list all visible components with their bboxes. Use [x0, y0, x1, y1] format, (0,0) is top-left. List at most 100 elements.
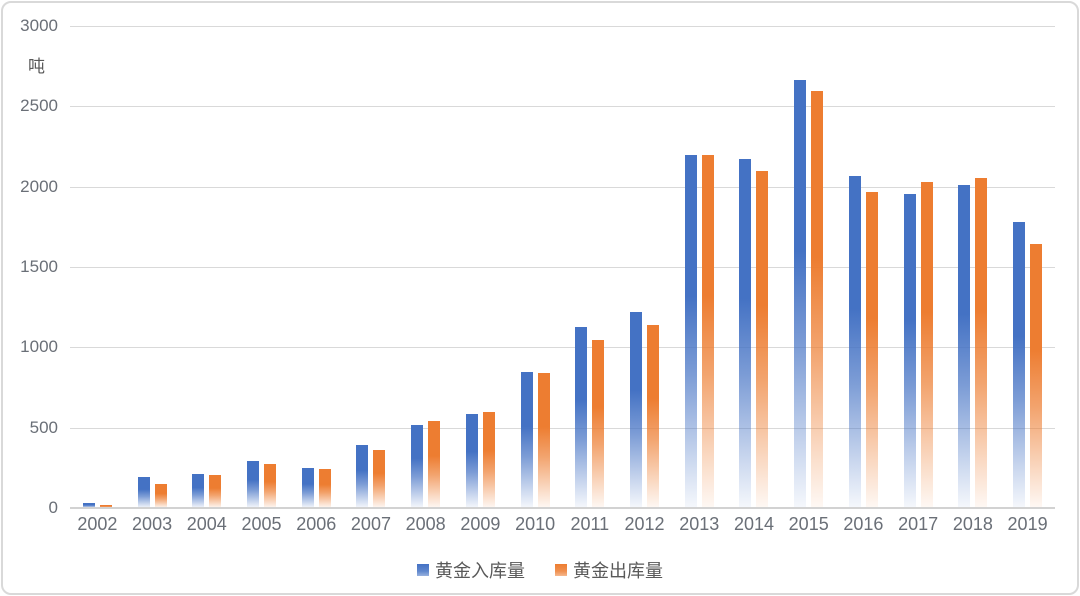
bar-黄金出库量-2002 — [99, 505, 112, 508]
bar-group-2015 — [781, 26, 836, 508]
bar-group-2008 — [398, 26, 453, 508]
x-tick-label-2009: 2009 — [460, 514, 501, 534]
y-tick-label-500: 500 — [29, 417, 58, 437]
y-tick-label-3000: 3000 — [20, 16, 58, 35]
y-tick-label-2500: 2500 — [20, 96, 58, 116]
bar-黄金出库量-2003 — [154, 483, 167, 508]
bar-黄金出库量-2012 — [647, 324, 660, 508]
x-tick-label-2008: 2008 — [405, 514, 446, 534]
bar-group-2019 — [1000, 26, 1055, 508]
bar-黄金出库量-2015 — [811, 90, 824, 508]
bar-黄金入库量-2014 — [739, 159, 752, 508]
bar-黄金入库量-2004 — [192, 474, 205, 508]
bar-group-2004 — [179, 26, 234, 508]
x-tick-label-2016: 2016 — [843, 514, 884, 534]
bar-黄金入库量-2019 — [1013, 222, 1026, 508]
y-tick-label-2000: 2000 — [20, 176, 58, 196]
legend-swatch-icon — [417, 564, 429, 576]
bar-group-2005 — [234, 26, 289, 508]
legend-item-黄金入库量: 黄金入库量 — [417, 557, 525, 583]
bar-黄金出库量-2016 — [865, 191, 878, 508]
bar-group-2014 — [727, 26, 782, 508]
x-tick-label-2012: 2012 — [624, 514, 665, 534]
x-tick-label-2011: 2011 — [570, 514, 610, 534]
bar-黄金出库量-2013 — [701, 155, 714, 508]
x-axis-line — [70, 507, 1055, 509]
x-tick-label-2006: 2006 — [296, 514, 337, 534]
bar-黄金出库量-2014 — [756, 170, 769, 508]
x-tick-label-2013: 2013 — [679, 514, 720, 534]
y-axis-unit-label: 吨 — [28, 57, 45, 76]
bar-黄金入库量-2003 — [137, 476, 150, 508]
bar-黄金入库量-2016 — [848, 176, 861, 508]
bar-黄金入库量-2010 — [520, 372, 533, 508]
bar-group-2003 — [125, 26, 180, 508]
bar-黄金出库量-2011 — [592, 339, 605, 508]
bar-黄金入库量-2005 — [247, 461, 260, 508]
y-axis-tick-labels: 0 500 1000 1500 2000 2500 3000 — [0, 17, 58, 517]
bar-黄金入库量-2009 — [465, 414, 478, 508]
bar-黄金出库量-2005 — [264, 463, 277, 508]
plot-area — [70, 26, 1055, 509]
x-tick-label-2007: 2007 — [350, 514, 391, 534]
x-tick-label-2002: 2002 — [77, 514, 118, 534]
bar-group-2010 — [508, 26, 563, 508]
y-tick-label-0: 0 — [48, 498, 58, 517]
x-tick-label-2014: 2014 — [733, 514, 774, 534]
gridline-2000 — [70, 186, 1055, 188]
x-tick-label-2010: 2010 — [515, 514, 556, 534]
gridline-1000 — [70, 347, 1055, 349]
x-axis-tick-labels: 2002 2003 2004 2005 2006 2007 2008 2009 2010 2011… — [70, 514, 1055, 535]
gridline-500 — [70, 427, 1055, 429]
bar-黄金入库量-2012 — [630, 312, 643, 508]
bar-黄金入库量-2018 — [958, 185, 971, 508]
y-tick-label-1500: 1500 — [20, 257, 58, 276]
legend: 黄金入库量 黄金出库量 — [0, 557, 1080, 583]
bar-黄金出库量-2009 — [482, 411, 495, 508]
bar-group-2007 — [344, 26, 399, 508]
bar-黄金入库量-2015 — [794, 79, 807, 508]
bar-黄金入库量-2017 — [903, 193, 916, 508]
bar-黄金出库量-2018 — [975, 177, 988, 508]
legend-label: 黄金出库量 — [573, 561, 663, 581]
bar-黄金出库量-2017 — [920, 181, 933, 508]
bar-黄金入库量-2013 — [684, 154, 697, 508]
bar-黄金出库量-2010 — [537, 373, 550, 508]
bar-group-2002 — [70, 26, 125, 508]
bar-group-2011 — [562, 26, 617, 508]
legend-swatch-icon — [555, 564, 567, 576]
x-tick-label-2017: 2017 — [898, 514, 939, 534]
bar-group-2012 — [617, 26, 672, 508]
bar-黄金入库量-2006 — [301, 467, 314, 508]
bar-黄金出库量-2006 — [318, 469, 331, 508]
x-tick-label-2004: 2004 — [186, 514, 227, 534]
bar-黄金入库量-2008 — [411, 425, 424, 508]
x-tick-label-2018: 2018 — [952, 514, 993, 534]
x-tick-label-2005: 2005 — [241, 514, 282, 534]
gridline-1500 — [70, 267, 1055, 268]
bar-黄金出库量-2019 — [1030, 244, 1043, 508]
gridline-2500 — [70, 106, 1055, 108]
legend-item-黄金出库量: 黄金出库量 — [555, 557, 663, 583]
bar-group-2013 — [672, 26, 727, 508]
bar-group-2017 — [891, 26, 946, 508]
bar-黄金入库量-2007 — [356, 444, 369, 508]
x-tick-label-2019: 2019 — [1007, 514, 1048, 534]
bar-黄金出库量-2004 — [209, 475, 222, 508]
bar-黄金入库量-2011 — [575, 327, 588, 508]
bar-group-2009 — [453, 26, 508, 508]
y-tick-label-1000: 1000 — [20, 337, 58, 357]
bar-group-2016 — [836, 26, 891, 508]
bar-黄金出库量-2008 — [428, 420, 441, 508]
bar-group-2006 — [289, 26, 344, 508]
x-tick-label-2015: 2015 — [788, 514, 829, 534]
legend-label: 黄金入库量 — [435, 561, 525, 581]
bar-groups-container — [70, 26, 1055, 508]
bar-黄金出库量-2007 — [373, 450, 386, 508]
bar-group-2018 — [946, 26, 1001, 508]
bar-黄金入库量-2002 — [82, 503, 95, 508]
x-tick-label-2003: 2003 — [132, 514, 173, 534]
gridline-3000 — [70, 26, 1055, 27]
